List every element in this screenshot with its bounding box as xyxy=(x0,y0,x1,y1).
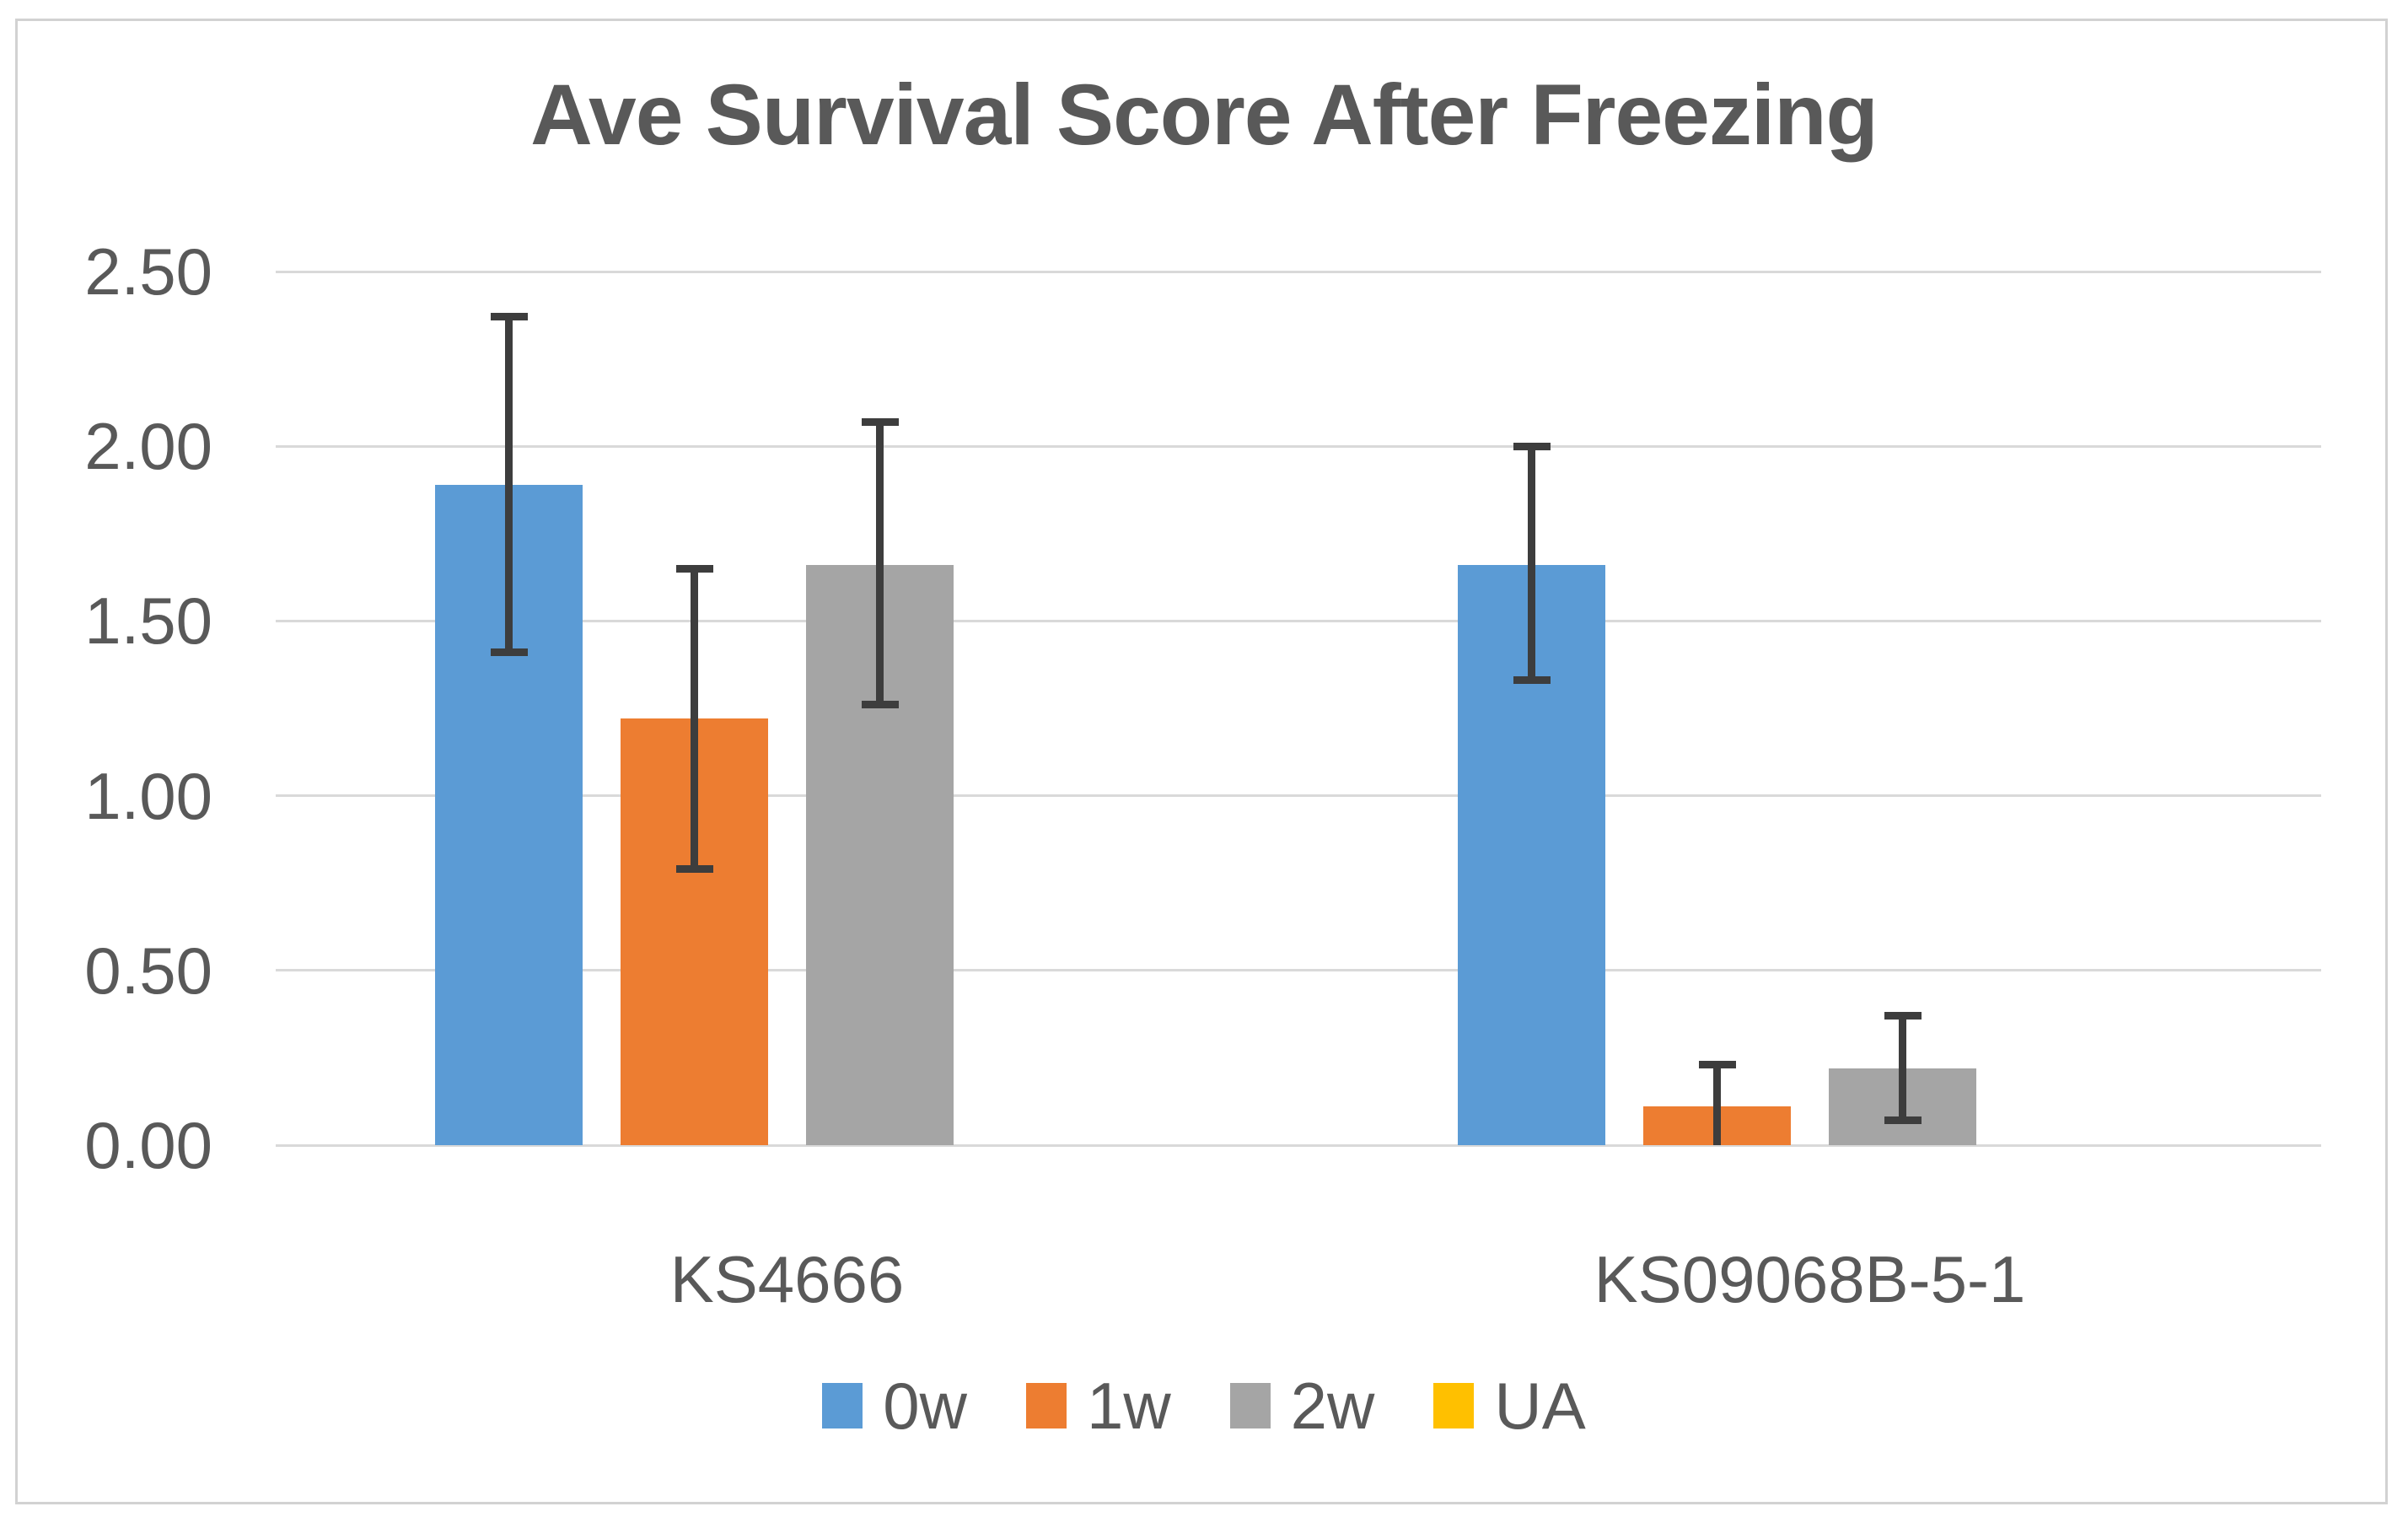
legend: 0w 1w 2w UA xyxy=(18,1359,2390,1452)
legend-item-UA: UA xyxy=(1433,1364,1586,1448)
legend-item-1w: 1w xyxy=(1025,1364,1171,1448)
legend-label: 2w xyxy=(1290,1369,1375,1443)
legend-item-0w: 0w xyxy=(822,1364,967,1448)
chart-title: Ave Survival Score After Freezing xyxy=(530,67,1879,163)
legend-swatch-icon xyxy=(1433,1383,1475,1428)
chart-frame xyxy=(15,19,2388,1504)
legend-swatch-icon xyxy=(1229,1383,1271,1428)
legend-swatch-icon xyxy=(1025,1383,1067,1428)
legend-item-2w: 2w xyxy=(1229,1364,1375,1448)
legend-swatch-icon xyxy=(822,1383,863,1428)
legend-label: 0w xyxy=(883,1369,967,1443)
legend-label: 1w xyxy=(1086,1369,1171,1443)
legend-label: UA xyxy=(1494,1369,1586,1443)
